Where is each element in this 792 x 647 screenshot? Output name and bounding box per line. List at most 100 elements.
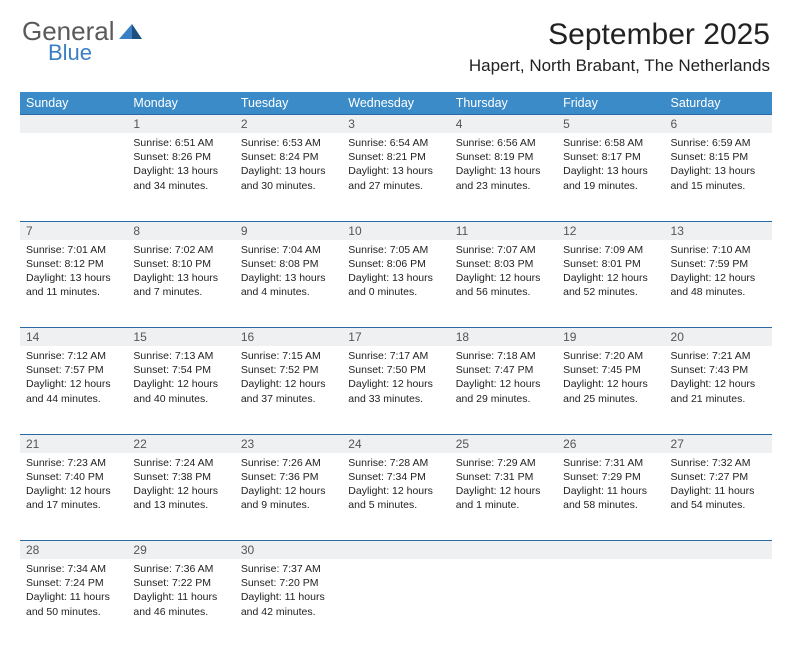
- weekday-header: Saturday: [665, 92, 772, 115]
- sunset-line: Sunset: 7:34 PM: [348, 470, 443, 484]
- sunset-line: Sunset: 7:24 PM: [26, 576, 121, 590]
- day-cell: Sunrise: 7:15 AMSunset: 7:52 PMDaylight:…: [235, 346, 342, 434]
- daylight-line: Daylight: 12 hours and 56 minutes.: [456, 271, 551, 299]
- day-number: [20, 115, 127, 134]
- day-content-row: Sunrise: 7:01 AMSunset: 8:12 PMDaylight:…: [20, 240, 772, 328]
- daylight-line: Daylight: 13 hours and 11 minutes.: [26, 271, 121, 299]
- day-number: 19: [557, 328, 664, 347]
- day-cell: Sunrise: 7:02 AMSunset: 8:10 PMDaylight:…: [127, 240, 234, 328]
- day-content: Sunrise: 7:02 AMSunset: 8:10 PMDaylight:…: [127, 240, 234, 304]
- sunrise-line: Sunrise: 7:34 AM: [26, 562, 121, 576]
- day-number-row: 21222324252627: [20, 434, 772, 453]
- day-cell: Sunrise: 6:56 AMSunset: 8:19 PMDaylight:…: [450, 133, 557, 221]
- month-title: September 2025: [469, 18, 770, 52]
- day-content: Sunrise: 7:12 AMSunset: 7:57 PMDaylight:…: [20, 346, 127, 410]
- sunset-line: Sunset: 8:17 PM: [563, 150, 658, 164]
- day-number: 28: [20, 541, 127, 560]
- sunrise-line: Sunrise: 7:09 AM: [563, 243, 658, 257]
- day-cell: Sunrise: 7:05 AMSunset: 8:06 PMDaylight:…: [342, 240, 449, 328]
- day-number: 12: [557, 221, 664, 240]
- day-cell: Sunrise: 7:10 AMSunset: 7:59 PMDaylight:…: [665, 240, 772, 328]
- day-cell: Sunrise: 7:13 AMSunset: 7:54 PMDaylight:…: [127, 346, 234, 434]
- day-number: 22: [127, 434, 234, 453]
- daylight-line: Daylight: 12 hours and 48 minutes.: [671, 271, 766, 299]
- day-cell: [450, 559, 557, 647]
- sunrise-line: Sunrise: 7:36 AM: [133, 562, 228, 576]
- day-content: Sunrise: 7:07 AMSunset: 8:03 PMDaylight:…: [450, 240, 557, 304]
- day-cell: Sunrise: 7:07 AMSunset: 8:03 PMDaylight:…: [450, 240, 557, 328]
- day-number: 17: [342, 328, 449, 347]
- sunset-line: Sunset: 7:20 PM: [241, 576, 336, 590]
- sunset-line: Sunset: 7:45 PM: [563, 363, 658, 377]
- day-number: 13: [665, 221, 772, 240]
- day-number-row: 14151617181920: [20, 328, 772, 347]
- daylight-line: Daylight: 12 hours and 17 minutes.: [26, 484, 121, 512]
- sunset-line: Sunset: 7:29 PM: [563, 470, 658, 484]
- day-content: Sunrise: 7:31 AMSunset: 7:29 PMDaylight:…: [557, 453, 664, 517]
- day-cell: Sunrise: 6:59 AMSunset: 8:15 PMDaylight:…: [665, 133, 772, 221]
- weekday-header: Monday: [127, 92, 234, 115]
- daylight-line: Daylight: 12 hours and 5 minutes.: [348, 484, 443, 512]
- day-cell: Sunrise: 7:24 AMSunset: 7:38 PMDaylight:…: [127, 453, 234, 541]
- logo-triangle-icon: [119, 22, 143, 40]
- day-cell: Sunrise: 7:01 AMSunset: 8:12 PMDaylight:…: [20, 240, 127, 328]
- day-number-row: 123456: [20, 115, 772, 134]
- sunrise-line: Sunrise: 7:32 AM: [671, 456, 766, 470]
- day-cell: Sunrise: 7:28 AMSunset: 7:34 PMDaylight:…: [342, 453, 449, 541]
- day-cell: [20, 133, 127, 221]
- day-content: Sunrise: 7:23 AMSunset: 7:40 PMDaylight:…: [20, 453, 127, 517]
- day-cell: Sunrise: 6:51 AMSunset: 8:26 PMDaylight:…: [127, 133, 234, 221]
- daylight-line: Daylight: 12 hours and 29 minutes.: [456, 377, 551, 405]
- header: General Blue September 2025 Hapert, Nort…: [0, 0, 792, 84]
- sunset-line: Sunset: 7:54 PM: [133, 363, 228, 377]
- day-cell: Sunrise: 7:18 AMSunset: 7:47 PMDaylight:…: [450, 346, 557, 434]
- day-number: 16: [235, 328, 342, 347]
- day-cell: Sunrise: 7:26 AMSunset: 7:36 PMDaylight:…: [235, 453, 342, 541]
- day-cell: Sunrise: 7:31 AMSunset: 7:29 PMDaylight:…: [557, 453, 664, 541]
- sunset-line: Sunset: 8:03 PM: [456, 257, 551, 271]
- day-content: Sunrise: 7:18 AMSunset: 7:47 PMDaylight:…: [450, 346, 557, 410]
- day-number: 7: [20, 221, 127, 240]
- day-content: Sunrise: 7:36 AMSunset: 7:22 PMDaylight:…: [127, 559, 234, 623]
- day-number: 24: [342, 434, 449, 453]
- day-content: Sunrise: 6:58 AMSunset: 8:17 PMDaylight:…: [557, 133, 664, 197]
- location: Hapert, North Brabant, The Netherlands: [469, 56, 770, 76]
- day-cell: Sunrise: 7:12 AMSunset: 7:57 PMDaylight:…: [20, 346, 127, 434]
- day-cell: Sunrise: 7:37 AMSunset: 7:20 PMDaylight:…: [235, 559, 342, 647]
- daylight-line: Daylight: 12 hours and 9 minutes.: [241, 484, 336, 512]
- day-number: 23: [235, 434, 342, 453]
- day-number: 2: [235, 115, 342, 134]
- daylight-line: Daylight: 12 hours and 25 minutes.: [563, 377, 658, 405]
- day-cell: Sunrise: 7:29 AMSunset: 7:31 PMDaylight:…: [450, 453, 557, 541]
- day-cell: [557, 559, 664, 647]
- day-content: Sunrise: 6:51 AMSunset: 8:26 PMDaylight:…: [127, 133, 234, 197]
- day-number: 26: [557, 434, 664, 453]
- logo: General Blue: [22, 18, 143, 64]
- sunset-line: Sunset: 7:57 PM: [26, 363, 121, 377]
- sunrise-line: Sunrise: 7:12 AM: [26, 349, 121, 363]
- daylight-line: Daylight: 13 hours and 27 minutes.: [348, 164, 443, 192]
- weekday-header: Thursday: [450, 92, 557, 115]
- day-cell: [665, 559, 772, 647]
- sunset-line: Sunset: 7:36 PM: [241, 470, 336, 484]
- sunrise-line: Sunrise: 7:24 AM: [133, 456, 228, 470]
- daylight-line: Daylight: 13 hours and 15 minutes.: [671, 164, 766, 192]
- day-number: 30: [235, 541, 342, 560]
- daylight-line: Daylight: 13 hours and 0 minutes.: [348, 271, 443, 299]
- day-cell: Sunrise: 7:20 AMSunset: 7:45 PMDaylight:…: [557, 346, 664, 434]
- day-content: Sunrise: 7:29 AMSunset: 7:31 PMDaylight:…: [450, 453, 557, 517]
- sunrise-line: Sunrise: 7:29 AM: [456, 456, 551, 470]
- day-number: [450, 541, 557, 560]
- day-content: Sunrise: 7:05 AMSunset: 8:06 PMDaylight:…: [342, 240, 449, 304]
- day-number: 8: [127, 221, 234, 240]
- daylight-line: Daylight: 11 hours and 42 minutes.: [241, 590, 336, 618]
- sunset-line: Sunset: 7:38 PM: [133, 470, 228, 484]
- sunrise-line: Sunrise: 7:07 AM: [456, 243, 551, 257]
- sunset-line: Sunset: 8:24 PM: [241, 150, 336, 164]
- day-cell: [342, 559, 449, 647]
- day-content: Sunrise: 7:04 AMSunset: 8:08 PMDaylight:…: [235, 240, 342, 304]
- sunrise-line: Sunrise: 7:15 AM: [241, 349, 336, 363]
- day-content-row: Sunrise: 7:12 AMSunset: 7:57 PM Daylight:…: [20, 346, 772, 434]
- daylight-line: Daylight: 11 hours and 58 minutes.: [563, 484, 658, 512]
- day-number-row: 78910111213: [20, 221, 772, 240]
